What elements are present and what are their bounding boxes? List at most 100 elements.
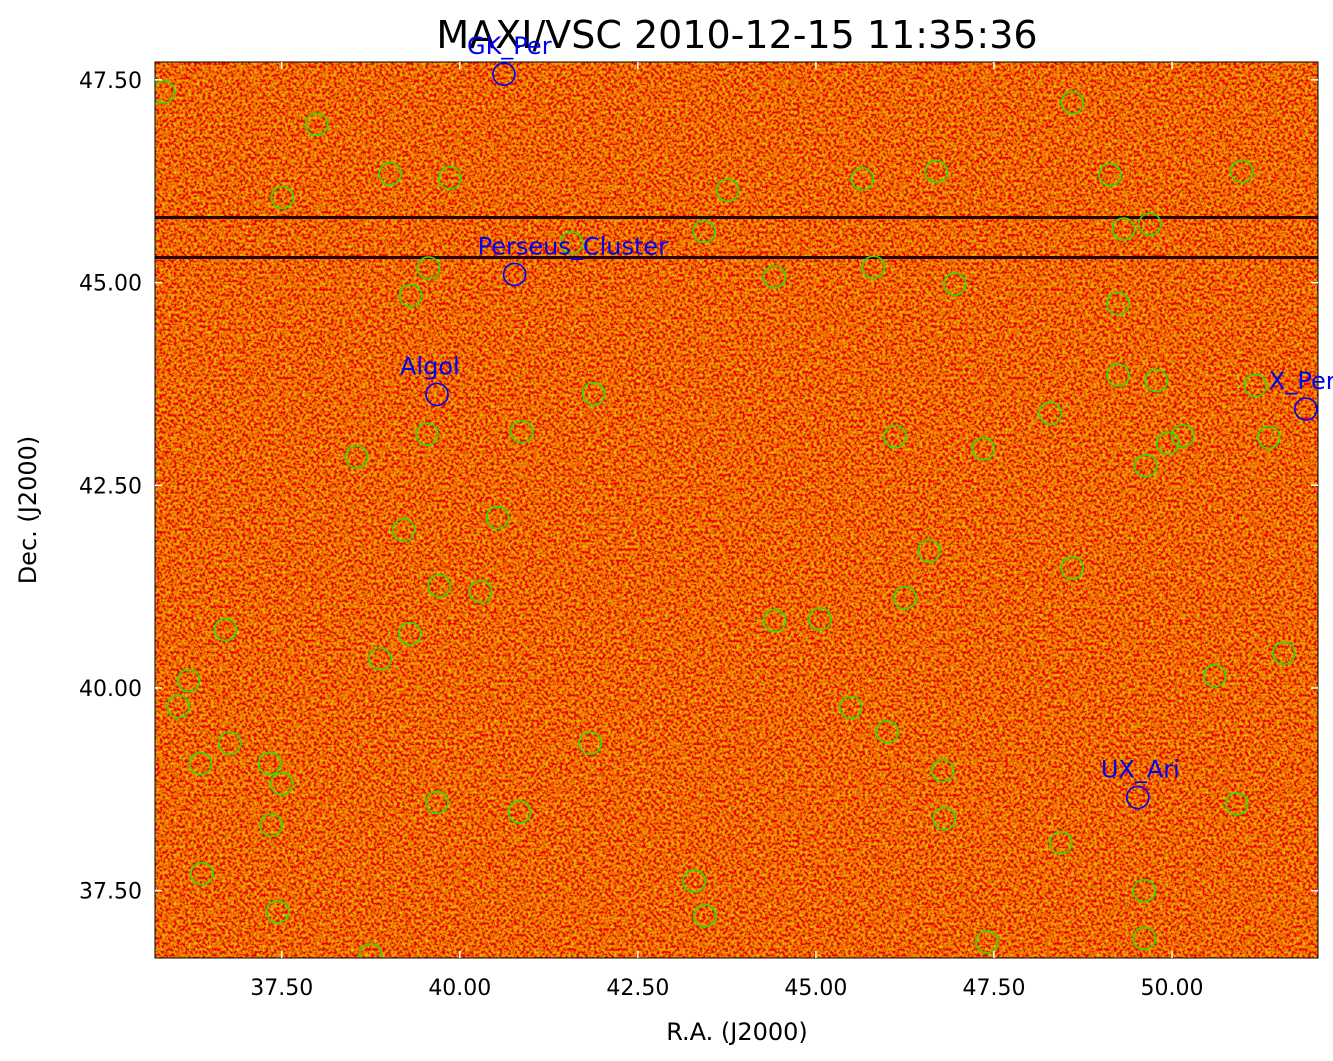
source-label: GK_Per [467,32,552,60]
source-marker [682,869,706,893]
x-tick-label: 40.00 [428,976,491,1001]
source-marker [1098,162,1122,187]
source-marker [893,586,917,610]
source-marker [1132,878,1157,903]
source-marker [1132,926,1157,951]
source-marker [398,283,423,308]
source-marker [1049,831,1073,855]
source-marker [1170,424,1195,448]
source-marker [485,505,510,530]
source-marker [1272,641,1296,665]
source-marker [1243,373,1268,398]
source-marker [1126,785,1150,810]
source-marker [391,518,416,542]
source-marker [581,381,606,406]
x-tick-label: 42.50 [606,976,669,1001]
axes-frame [154,61,1319,959]
source-marker [259,813,283,837]
source-marker [924,159,949,184]
source-marker [971,436,996,461]
source-marker [176,668,201,693]
source-marker [507,800,532,824]
source-marker [427,574,451,598]
source-marker [492,62,516,86]
source-marker [1060,90,1085,115]
source-marker [1060,556,1085,580]
source-marker [1144,368,1169,393]
source-marker [715,178,740,202]
source-marker [358,942,383,958]
source-marker [692,219,716,244]
scan-gap [155,216,1318,219]
source-marker [975,929,999,954]
source-marker [839,695,863,720]
source-marker [1106,363,1130,387]
source-marker [509,419,534,444]
x-axis-label: R.A. (J2000) [666,1018,808,1046]
source-marker [257,751,282,776]
source-marker [808,607,832,631]
source-marker [930,758,955,783]
x-tick-label: 47.50 [962,976,1025,1001]
source-marker [344,445,369,469]
source-marker [1155,431,1180,455]
source-marker [269,771,294,796]
source-marker [166,694,191,719]
source-marker [425,790,449,815]
plot-area [155,62,1318,958]
source-marker [265,899,290,924]
source-marker [861,255,886,279]
source-marker [438,166,462,190]
source-marker [559,231,584,255]
source-marker [883,424,907,449]
chart-title: MAXI/VSC 2010-12-15 11:35:36 [436,13,1037,57]
source-marker [188,751,213,776]
source-marker [398,621,422,646]
source-marker [190,861,214,886]
source-marker [942,272,967,296]
source-marker [1038,401,1063,425]
source-marker [468,579,493,604]
source-marker [425,382,449,407]
y-tick-label: 37.50 [79,880,142,905]
source-marker [1138,212,1162,236]
source-marker [875,719,899,744]
source-marker [502,262,527,287]
scan-gap [155,256,1318,259]
source-marker [1202,664,1227,688]
source-label: UX_Ari [1101,755,1180,783]
source-marker [155,80,176,104]
x-tick-label: 45.00 [784,976,847,1001]
source-marker [415,422,439,446]
source-marker [1257,425,1281,450]
x-tick-label: 37.50 [250,976,313,1001]
source-marker [1229,159,1254,184]
source-marker [762,265,787,289]
source-marker [1111,217,1136,241]
sky-noise [155,62,1318,958]
source-marker [1294,397,1318,421]
source-marker [213,617,238,642]
x-tick-label: 50.00 [1141,976,1204,1001]
y-axis-label: Dec. (J2000) [14,436,42,585]
source-marker [416,256,441,280]
source-marker [578,731,602,755]
source-label: X_Per [1269,367,1333,395]
y-tick-label: 47.50 [79,69,142,94]
source-marker [378,162,402,186]
source-marker [850,166,875,191]
source-marker [693,904,717,928]
source-marker [270,185,295,210]
y-tick-label: 42.50 [79,474,142,499]
source-marker [368,646,392,671]
source-marker [932,806,956,831]
source-marker [917,539,941,563]
source-marker [1133,454,1158,478]
source-marker [1106,291,1130,316]
y-tick-label: 45.00 [79,272,142,297]
source-marker [762,608,787,633]
source-label: Perseus_Cluster [478,232,669,260]
y-tick-label: 40.00 [79,677,142,702]
source-marker [217,731,242,755]
